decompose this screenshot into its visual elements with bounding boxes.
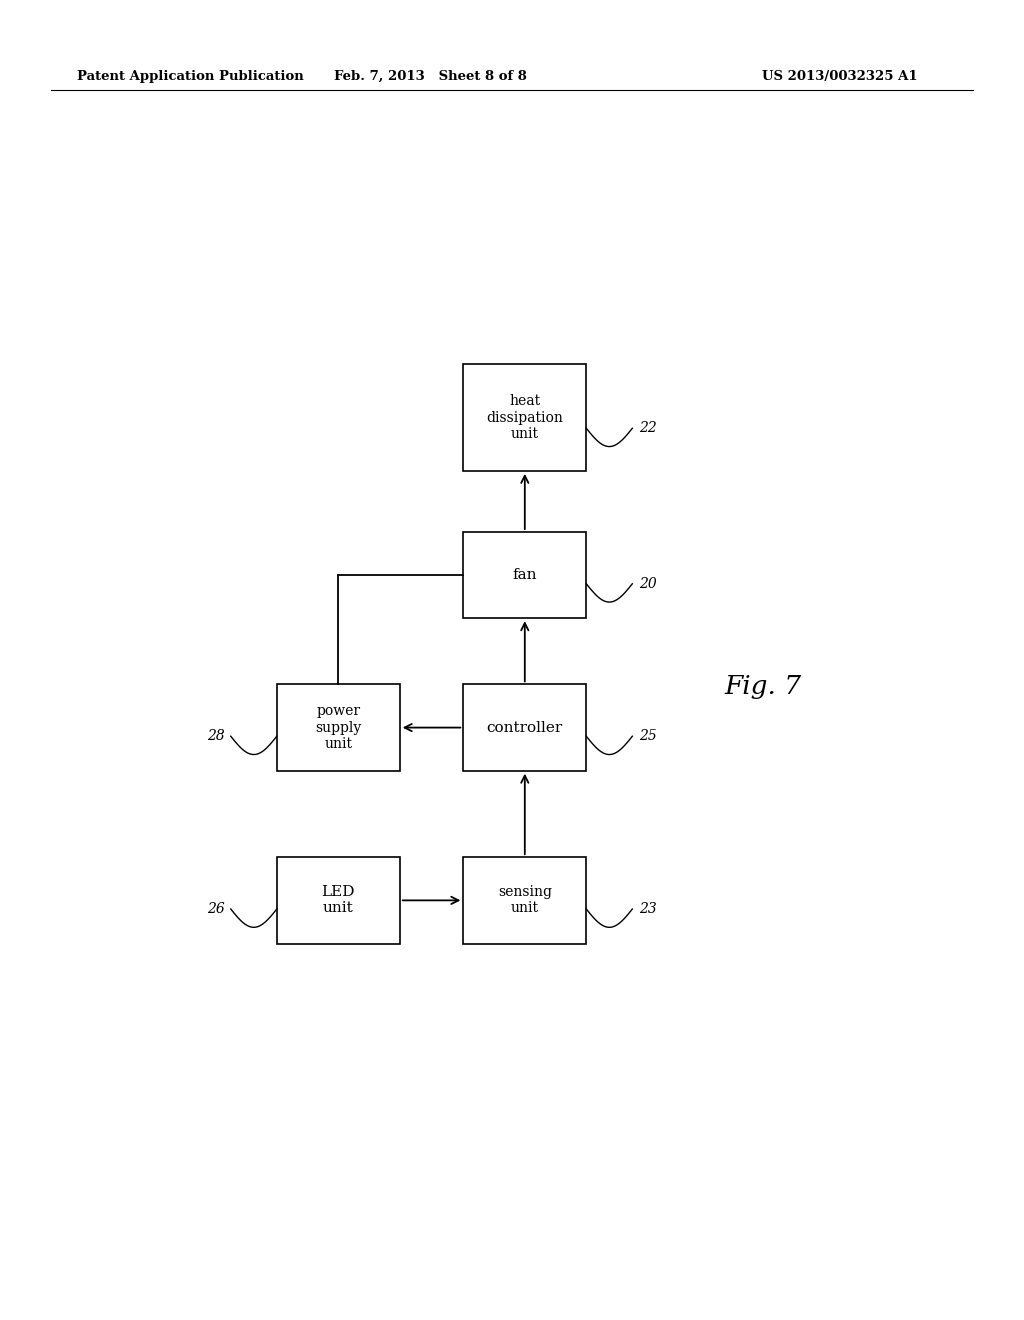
Text: Feb. 7, 2013   Sheet 8 of 8: Feb. 7, 2013 Sheet 8 of 8 [334,70,526,83]
Text: 28: 28 [207,729,224,743]
Bar [276,684,399,771]
Text: sensing
unit: sensing unit [498,886,552,916]
Bar [463,857,587,944]
Bar [276,857,399,944]
Text: Patent Application Publication: Patent Application Publication [77,70,303,83]
Text: 22: 22 [639,421,656,436]
Text: 23: 23 [639,902,656,916]
Text: 20: 20 [639,577,656,591]
Text: controller: controller [486,721,563,735]
Text: Fig. 7: Fig. 7 [724,675,802,700]
Bar [463,532,587,618]
Bar [463,684,587,771]
Text: LED
unit: LED unit [322,886,355,916]
Text: 26: 26 [207,902,224,916]
Text: 25: 25 [639,729,656,743]
Text: fan: fan [513,568,537,582]
Text: power
supply
unit: power supply unit [315,705,361,751]
Text: US 2013/0032325 A1: US 2013/0032325 A1 [762,70,918,83]
Bar [463,364,587,471]
Text: heat
dissipation
unit: heat dissipation unit [486,395,563,441]
